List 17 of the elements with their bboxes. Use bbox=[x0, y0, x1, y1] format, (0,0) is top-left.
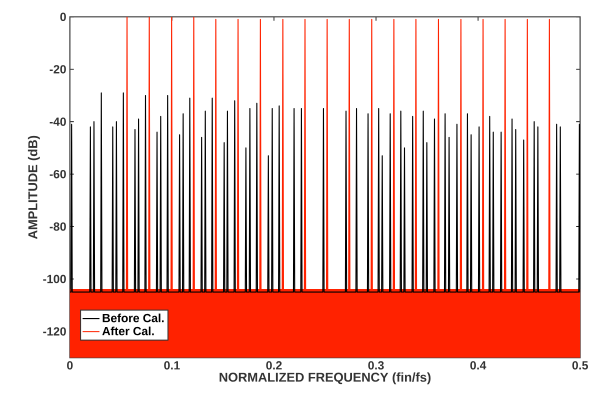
legend-label: Before Cal. bbox=[102, 313, 164, 322]
x-axis-title: NORMALIZED FREQUENCY (fin/fs) bbox=[220, 372, 431, 384]
x-tick-label: 0.1 bbox=[164, 361, 180, 370]
y-tick-label: -100 bbox=[43, 274, 66, 284]
x-tick-label: 0 bbox=[67, 361, 73, 370]
x-tick-label: 0.4 bbox=[470, 361, 486, 370]
x-tick-label: 0.2 bbox=[266, 361, 282, 370]
legend-label: After Cal. bbox=[102, 326, 154, 336]
y-tick-label: -80 bbox=[50, 222, 66, 231]
x-tick-label: 0.5 bbox=[572, 361, 588, 370]
y-tick-label: 0 bbox=[60, 12, 66, 21]
y-tick-label: -20 bbox=[50, 64, 66, 74]
x-tick-label: 0.3 bbox=[368, 361, 384, 370]
y-tick-label: -120 bbox=[43, 327, 66, 336]
y-tick-label: -60 bbox=[50, 170, 66, 178]
y-tick-label: -40 bbox=[50, 117, 66, 126]
y-axis-title: AMPLITUDE (dB) bbox=[28, 136, 40, 239]
